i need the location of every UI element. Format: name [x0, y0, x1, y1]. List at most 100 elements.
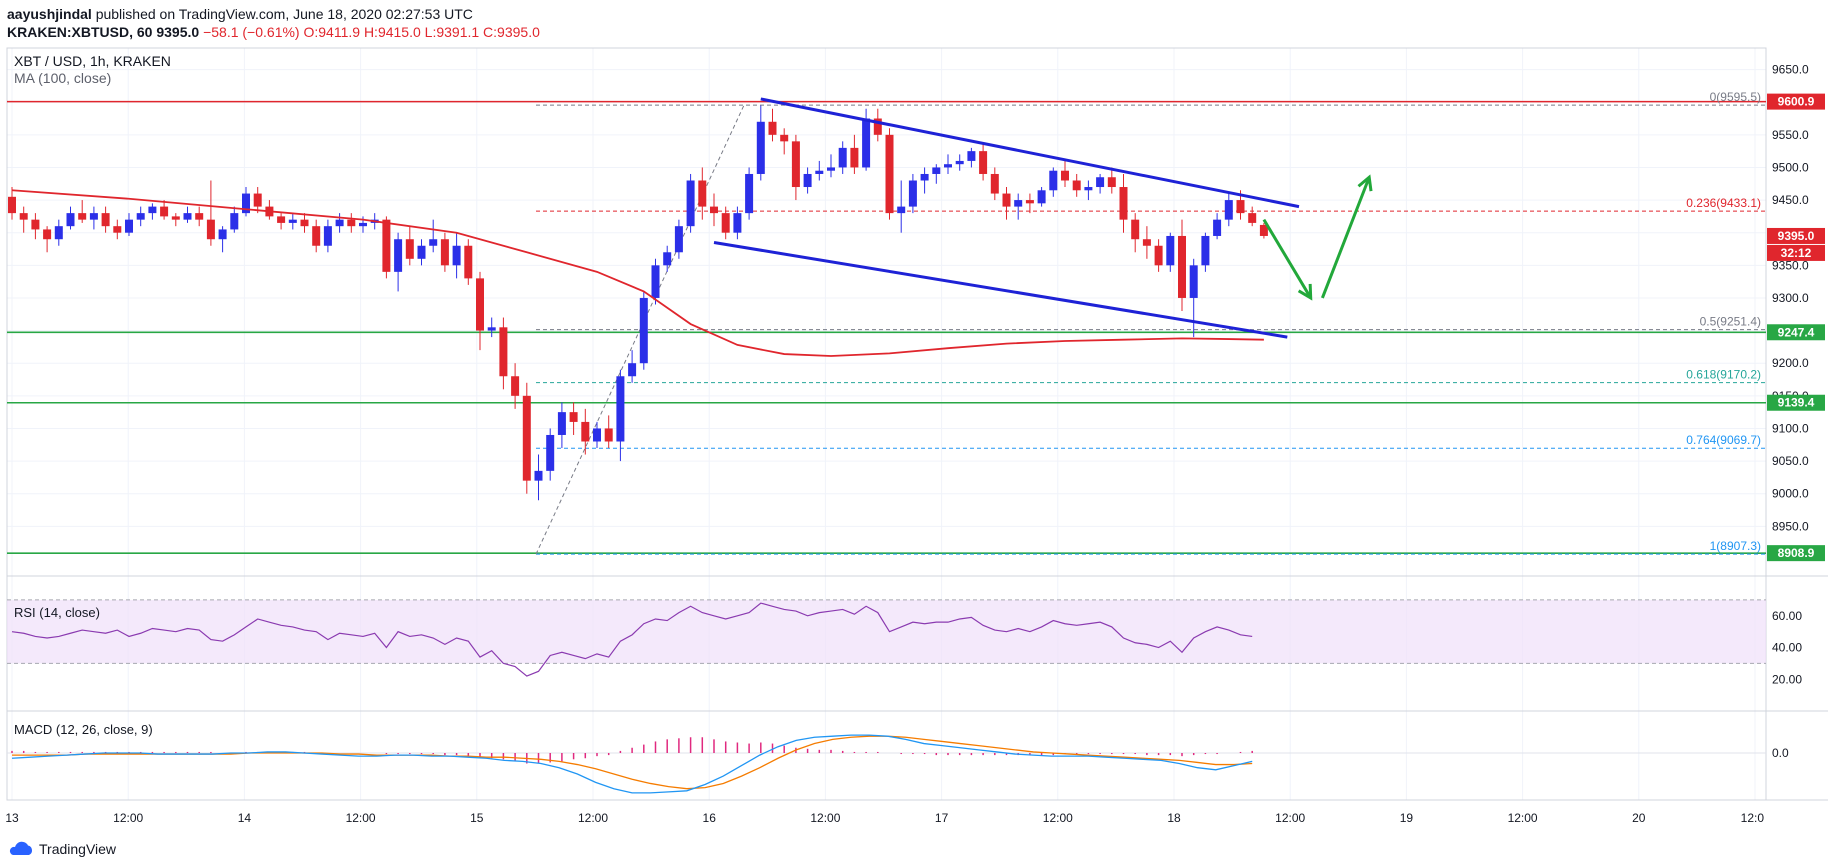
candle-body — [405, 239, 414, 259]
low-value: L:9391.1 — [424, 24, 480, 40]
candle-body — [417, 245, 426, 259]
projection-arrow-head — [1297, 283, 1313, 301]
candle-body — [43, 229, 52, 240]
candle-body — [780, 134, 789, 142]
ma-legend[interactable]: MA (100, close) — [14, 70, 112, 86]
fib-level-label: 1(8907.3) — [1710, 539, 1761, 553]
candle-body — [19, 213, 28, 220]
candle-body — [850, 147, 859, 168]
ohlc-line: KRAKEN:XBTUSD, 60 9395.0 −58.1 (−0.61%) … — [7, 22, 540, 42]
price-badge — [1767, 394, 1825, 411]
time-tick-label: 12:00 — [346, 811, 376, 825]
macd-line — [11, 734, 1253, 794]
price-badge-label: 32:12 — [1781, 246, 1812, 260]
candle-body — [1084, 187, 1093, 191]
rsi-legend[interactable]: RSI (14, close) — [14, 605, 100, 620]
candle-body — [1119, 187, 1128, 220]
price-tick-label: 9100.0 — [1772, 421, 1809, 435]
candle-body — [1178, 235, 1186, 298]
price-badge-label: 8908.9 — [1778, 546, 1815, 560]
candle-body — [768, 121, 777, 135]
candle-body — [452, 245, 461, 266]
open-value: O:9411.9 — [303, 24, 361, 40]
candle-body — [1154, 245, 1163, 266]
candle-body — [78, 213, 87, 220]
time-tick-label: 18 — [1167, 811, 1181, 825]
price-tick-label: 9300.0 — [1772, 291, 1809, 305]
brand-name: TradingView — [39, 841, 117, 857]
price-tick-label: 9050.0 — [1772, 454, 1809, 468]
candle-body — [674, 226, 683, 253]
price-badge-label: 9247.4 — [1778, 325, 1815, 339]
fib-level-label: 0.764(9069.7) — [1686, 433, 1761, 447]
rsi-line — [11, 602, 1253, 677]
candle-body — [382, 219, 391, 272]
candle-body — [1025, 200, 1034, 204]
projection-arrow-head — [1357, 174, 1373, 192]
candle-body — [312, 226, 321, 246]
candle-body — [1096, 177, 1105, 188]
candle-body — [546, 434, 555, 471]
candle-body — [1131, 219, 1140, 240]
candle-body — [54, 226, 63, 240]
candle-body — [557, 412, 566, 435]
candle-body — [1061, 170, 1069, 181]
candle-body — [394, 239, 403, 272]
candle-body — [908, 180, 917, 207]
macd-legend[interactable]: MACD (12, 26, close, 9) — [14, 722, 153, 737]
trend-drawings — [713, 97, 1373, 339]
price-badge-label: 9139.4 — [1778, 396, 1815, 410]
price-badge — [1767, 545, 1825, 562]
price-badge-label: 9395.0 — [1778, 229, 1815, 243]
last-price: 9395.0 — [156, 24, 200, 40]
candle-body — [721, 213, 730, 233]
candle-body — [710, 206, 718, 214]
candle-body — [1049, 170, 1058, 191]
price-badge — [1767, 227, 1825, 244]
candle-body — [195, 213, 204, 220]
candle-body — [31, 219, 40, 230]
pane-backgrounds — [6, 47, 1828, 801]
macd-tick-label: 0.0 — [1772, 746, 1789, 760]
candle-body — [663, 252, 672, 266]
candle-body — [253, 193, 262, 207]
ticker-label: KRAKEN:XBTUSD, 60 — [7, 24, 153, 40]
time-tick-label: 15 — [470, 811, 484, 825]
candle-body — [1072, 180, 1081, 191]
candle-body — [838, 147, 847, 168]
rsi-tick-label: 20.00 — [1772, 672, 1802, 686]
time-tick-label: 17 — [935, 811, 949, 825]
rsi-pane: 60.00 40.00 20.00 — [7, 599, 1802, 686]
candle-body — [815, 170, 824, 174]
price-tick-label: 8950.0 — [1772, 519, 1809, 533]
candle-body — [160, 206, 169, 217]
price-change: −58.1 (−0.61%) — [203, 24, 300, 40]
candle-body — [862, 118, 871, 168]
candle-body — [604, 428, 613, 442]
candle-body — [499, 327, 508, 377]
candle-body — [791, 141, 800, 188]
candle-body — [136, 213, 145, 220]
fib-level-label: 0.618(9170.2) — [1686, 368, 1761, 382]
axes: 9650.09600.09550.09500.09450.09400.09350… — [5, 63, 1825, 825]
high-value: H:9415.0 — [363, 24, 421, 40]
candle-body — [288, 219, 297, 223]
candle-body — [651, 265, 660, 298]
price-tick-label: 9450.0 — [1772, 193, 1809, 207]
price-tick-label: 9000.0 — [1772, 487, 1809, 501]
candle-body — [639, 297, 648, 364]
tradingview-logo[interactable]: TradingView — [8, 841, 116, 857]
symbol-legend[interactable]: XBT / USD, 1h, KRAKEN — [14, 53, 171, 69]
candle-body — [885, 134, 894, 214]
candle-body — [464, 245, 473, 279]
projection-arrow-line — [1321, 176, 1371, 299]
candle-body — [148, 206, 157, 214]
projection-arrow-line — [1262, 218, 1312, 299]
candle-body — [897, 206, 906, 214]
candle-body — [1037, 190, 1046, 204]
candle-body — [218, 229, 227, 240]
publish-info: aayushjindal published on TradingView.co… — [7, 4, 473, 24]
ma-100-line — [11, 189, 1264, 357]
author-name[interactable]: aayushjindal — [7, 6, 92, 22]
